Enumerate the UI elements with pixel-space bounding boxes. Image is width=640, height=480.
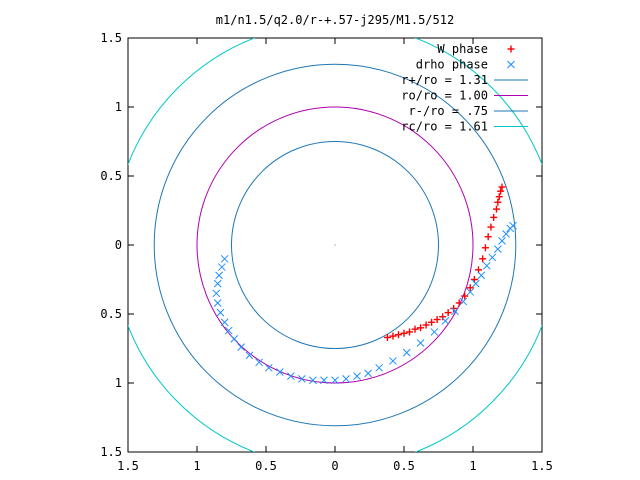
reference-circle xyxy=(153,63,517,427)
w-phase-point xyxy=(481,244,489,252)
drho-phase-point xyxy=(364,369,372,378)
w-phase-point xyxy=(394,331,402,339)
y-tick-label: 1 xyxy=(115,100,122,114)
x-tick-label: 0.5 xyxy=(255,459,277,473)
reference-circle xyxy=(196,106,474,384)
w-phase-point xyxy=(400,329,408,337)
w-phase-point xyxy=(466,284,474,292)
drho-phase-point xyxy=(275,368,284,376)
drho-phase-point xyxy=(482,261,491,270)
reference-circle xyxy=(231,141,439,349)
drho-phase-point xyxy=(389,357,397,365)
w-phase-point xyxy=(389,332,397,340)
w-phase-point xyxy=(494,198,502,206)
w-phase-point xyxy=(498,183,506,191)
chart-title: m1/n1.5/q2.0/r-+.57-j295/M1.5/512 xyxy=(216,13,454,27)
drho-phase-point xyxy=(286,372,295,380)
drho-phase-point xyxy=(509,221,517,230)
w-phase-point xyxy=(417,324,425,332)
drho-phase-point xyxy=(459,297,468,306)
drho-phase-point xyxy=(298,375,306,383)
w-phase-point xyxy=(479,255,487,263)
drho-phase-point xyxy=(224,326,233,335)
drho-phase-point xyxy=(451,307,459,316)
w-phase-point xyxy=(487,223,495,231)
drho-phase-point xyxy=(353,372,361,380)
drho-phase-point xyxy=(220,254,229,263)
drho-phase-point xyxy=(212,289,221,298)
drho-phase-point xyxy=(471,279,480,288)
drho-phase-point xyxy=(245,351,254,360)
drho-phase-point xyxy=(264,363,273,372)
y-tick-label: 0 xyxy=(115,238,122,252)
legend-label: drho phase xyxy=(416,58,488,72)
y-tick-label: 1.5 xyxy=(100,31,122,45)
drho-phase-point xyxy=(213,279,222,288)
drho-phase-point xyxy=(502,230,510,238)
drho-phase-point xyxy=(498,237,506,245)
drho-phase-point xyxy=(215,271,223,280)
drho-phase-point xyxy=(309,376,317,385)
w-phase-point xyxy=(433,316,441,324)
drho-phase-point xyxy=(220,318,229,327)
drho-phase-point xyxy=(416,339,425,347)
w-phase-point xyxy=(450,304,458,312)
drho-phase-point xyxy=(402,348,411,357)
drho-phase-point xyxy=(216,308,225,317)
drho-phase-point xyxy=(375,363,384,372)
w-phase-point xyxy=(484,233,492,241)
drho-phase-point xyxy=(255,358,263,367)
y-tick-label: 1 xyxy=(115,376,122,390)
y-tick-label: 0.5 xyxy=(100,169,122,183)
x-tick-label: 0 xyxy=(331,459,338,473)
drho-phase-point xyxy=(466,288,475,296)
x-tick-label: 1 xyxy=(193,459,200,473)
drho-phase-point xyxy=(230,334,239,343)
drho-phase-point xyxy=(213,299,222,307)
legend-label: r+/ro = 1.31 xyxy=(401,73,488,87)
drho-phase-point xyxy=(430,328,439,336)
legend-swatch xyxy=(507,60,515,69)
axis-ticks: 1.5 1 0.5 0 0.5 1 1.51.510.500.511.5 xyxy=(100,31,553,473)
reference-circles xyxy=(128,38,542,452)
w-phase-point xyxy=(497,187,505,195)
drho-phase-point xyxy=(441,317,450,325)
w-phase-point xyxy=(406,328,414,336)
w-phase-point xyxy=(411,325,419,333)
w-phase-point xyxy=(428,318,436,326)
drho-phase-point xyxy=(342,375,350,383)
w-phase-point xyxy=(444,309,452,317)
drho-phase-point xyxy=(477,271,486,280)
x-tick-label: 1.5 xyxy=(117,459,139,473)
x-tick-label: 0.5 xyxy=(393,459,415,473)
drho-phase-point xyxy=(331,376,339,385)
drho-phase-point xyxy=(217,263,226,271)
legend-label: r-/ro = .75 xyxy=(409,104,488,118)
w-phase-point xyxy=(383,333,391,341)
drho-phase-point xyxy=(237,343,246,351)
w-phase-point xyxy=(492,205,500,213)
y-tick-label: 0.5 xyxy=(100,307,122,321)
drho-phase-point xyxy=(488,253,497,262)
drho-phase-point xyxy=(493,245,502,253)
data-points xyxy=(212,183,517,385)
legend-label: W phase xyxy=(437,42,488,56)
legend-swatch xyxy=(507,45,515,53)
legend-label: ro/ro = 1.00 xyxy=(401,89,488,103)
w-phase-point xyxy=(439,313,447,321)
x-tick-label: 1 xyxy=(469,459,476,473)
y-tick-label: 1.5 xyxy=(100,445,122,459)
w-phase-point xyxy=(461,292,469,300)
w-phase-point xyxy=(495,193,503,201)
w-phase-point xyxy=(490,213,498,221)
origin-dot xyxy=(334,244,336,246)
w-phase-point xyxy=(422,321,430,329)
legend-label: rc/ro = 1.61 xyxy=(401,120,488,134)
drho-phase-point xyxy=(320,376,328,385)
x-tick-label: 1.5 xyxy=(531,459,553,473)
